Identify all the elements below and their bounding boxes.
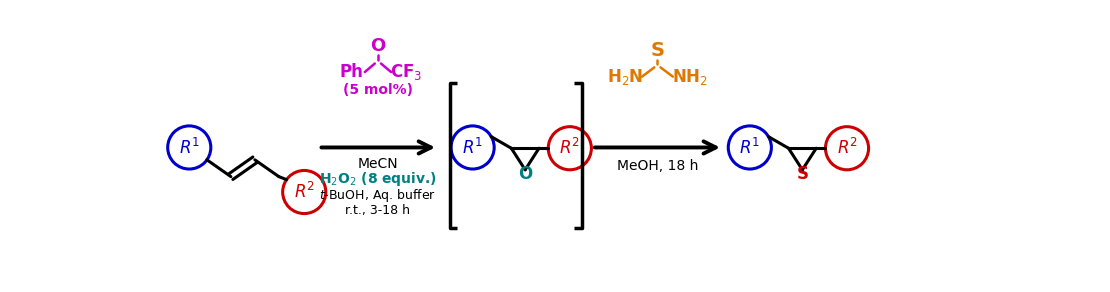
- Text: $t$-BuOH, Aq. buffer: $t$-BuOH, Aq. buffer: [320, 187, 436, 204]
- Text: CF$_3$: CF$_3$: [391, 62, 423, 82]
- Text: $R^2$: $R^2$: [294, 182, 315, 202]
- Text: $R^1$: $R^1$: [462, 138, 483, 157]
- Text: $R^1$: $R^1$: [179, 138, 200, 157]
- Text: O: O: [371, 37, 385, 55]
- Text: MeOH, 18 h: MeOH, 18 h: [617, 159, 698, 173]
- Text: O: O: [518, 165, 533, 183]
- Text: S: S: [650, 41, 665, 60]
- Text: $R^2$: $R^2$: [837, 138, 858, 158]
- Text: MeCN: MeCN: [357, 157, 398, 171]
- Text: (5 mol%): (5 mol%): [343, 84, 413, 98]
- Text: Ph: Ph: [339, 63, 363, 81]
- Text: H$_2$N: H$_2$N: [607, 67, 644, 87]
- Text: NH$_2$: NH$_2$: [672, 67, 708, 87]
- Text: S: S: [796, 165, 808, 183]
- Text: r.t., 3-18 h: r.t., 3-18 h: [345, 204, 411, 217]
- Text: $R^2$: $R^2$: [559, 138, 581, 158]
- Text: $R^1$: $R^1$: [739, 138, 760, 157]
- Text: H$_2$O$_2$ (8 equiv.): H$_2$O$_2$ (8 equiv.): [319, 170, 437, 188]
